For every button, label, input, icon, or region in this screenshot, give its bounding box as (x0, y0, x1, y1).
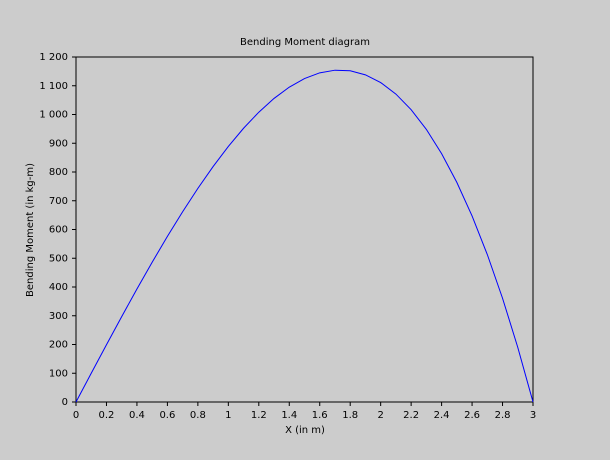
y-tick-label: 400 (49, 282, 68, 293)
y-tick-label: 1 100 (39, 81, 68, 92)
x-tick-label: 3 (530, 410, 536, 421)
x-tick-label: 1.6 (312, 410, 328, 421)
x-tick-label: 2.2 (403, 410, 419, 421)
plot-frame (75, 56, 534, 403)
y-tick-label: 100 (49, 368, 68, 379)
y-axis-label: Bending Moment (in kg-m) (25, 163, 36, 297)
x-tick-label: 1.4 (281, 410, 297, 421)
x-tick-label: 2.8 (495, 410, 511, 421)
line-series (75, 69, 534, 403)
y-tick-label: 1 000 (39, 110, 68, 121)
chart-title: Bending Moment diagram (240, 37, 370, 48)
x-tick-label: 0.2 (99, 410, 115, 421)
x-tick-label: 2.6 (464, 410, 480, 421)
x-tick-label: 2 (377, 410, 383, 421)
x-axis-label: X (in m) (285, 425, 325, 436)
x-tick-label: 1 (225, 410, 231, 421)
y-tick-label: 800 (49, 167, 68, 178)
x-tick-label: 1.8 (342, 410, 358, 421)
x-tick-label: 1.2 (251, 410, 267, 421)
x-tick-label: 0.8 (190, 410, 206, 421)
y-tick-label: 500 (49, 253, 68, 264)
y-tick-label: 0 (62, 397, 68, 408)
y-tick-label: 200 (49, 340, 68, 351)
y-tick-label: 900 (49, 138, 68, 149)
y-tick-label: 700 (49, 196, 68, 207)
x-tick-label: 2.4 (434, 410, 450, 421)
x-tick-label: 0.4 (129, 410, 145, 421)
x-tick-label: 0.6 (159, 410, 175, 421)
y-tick-label: 300 (49, 311, 68, 322)
x-tick-label: 0 (73, 410, 79, 421)
y-tick-label: 600 (49, 225, 68, 236)
y-tick-label: 1 200 (39, 52, 68, 63)
